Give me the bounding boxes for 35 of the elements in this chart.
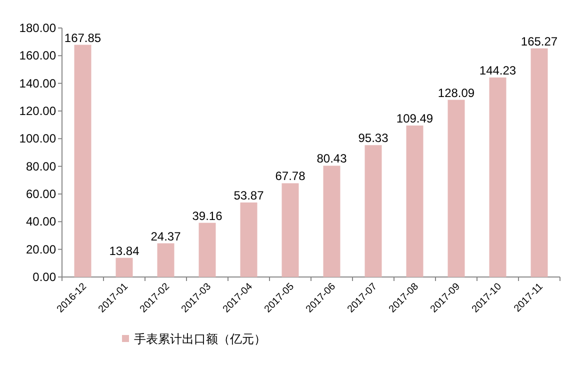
data-label: 39.16: [192, 208, 223, 223]
bar: [74, 44, 92, 277]
bar: [323, 166, 340, 277]
data-label: 144.23: [479, 63, 516, 78]
data-label: 80.43: [316, 152, 348, 166]
data-label: 13.84: [109, 244, 140, 258]
bar: [116, 258, 133, 277]
bar: [240, 202, 258, 277]
bar: [530, 48, 548, 277]
y-tick-label: 140.00: [19, 76, 56, 90]
y-tick-label: 20.00: [26, 242, 56, 256]
data-label: 67.78: [275, 169, 306, 184]
bar: [157, 243, 174, 277]
y-tick-label: 160.00: [19, 48, 56, 63]
bar: [198, 222, 216, 277]
bar: [282, 183, 299, 277]
y-tick-label: 0.00: [32, 270, 56, 284]
data-label: 167.85: [64, 30, 102, 45]
y-tick-label: 80.00: [26, 159, 56, 174]
y-tick-label: 100.00: [19, 132, 56, 146]
bar: [489, 77, 506, 277]
bar: [364, 145, 382, 277]
y-tick-label: 60.00: [26, 187, 56, 201]
legend: 手表累计出口额（亿元）: [122, 332, 266, 346]
data-label: 95.33: [358, 131, 389, 146]
data-label: 53.87: [234, 188, 264, 202]
data-label: 24.37: [150, 229, 182, 244]
data-label: 109.49: [396, 112, 434, 126]
y-tick-label: 180.00: [19, 21, 56, 35]
data-label: 128.09: [438, 86, 475, 100]
y-tick-label: 120.00: [19, 104, 56, 118]
bar: [406, 126, 424, 277]
y-tick-label: 40.00: [26, 214, 56, 229]
bar: [448, 100, 465, 277]
data-label: 165.27: [520, 34, 558, 48]
